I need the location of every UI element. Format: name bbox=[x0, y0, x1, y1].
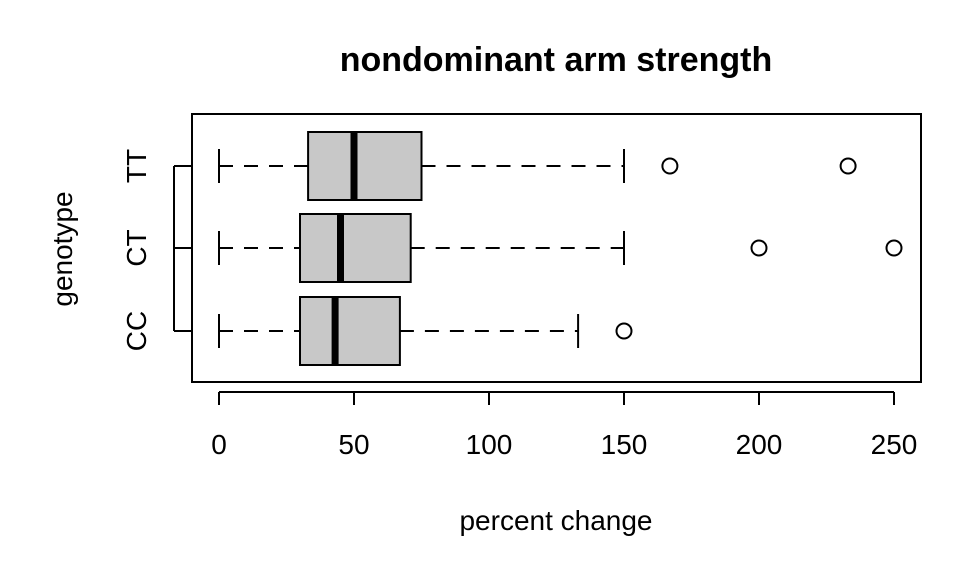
outlier-CC-0 bbox=[615, 322, 633, 340]
y-tick-label-CC: CC bbox=[121, 311, 152, 351]
y-tick-label-TT: TT bbox=[121, 149, 152, 183]
outlier-CT-1 bbox=[885, 239, 903, 257]
iqr-box-TT bbox=[307, 131, 423, 201]
chart-title: nondominant arm strength bbox=[340, 41, 773, 79]
x-tick-label-150: 150 bbox=[601, 429, 648, 460]
outlier-TT-0 bbox=[661, 157, 679, 175]
y-axis-label: genotype bbox=[47, 191, 78, 306]
box-TT bbox=[218, 131, 857, 201]
outlier-CT-0 bbox=[750, 239, 768, 257]
iqr-box-CT bbox=[299, 213, 412, 283]
x-tick-label-200: 200 bbox=[736, 429, 783, 460]
x-axis: 0 50 100 150 200 250 bbox=[211, 391, 918, 460]
y-axis: CC CT TT bbox=[121, 149, 192, 351]
outlier-TT-1 bbox=[839, 157, 857, 175]
y-tick-label-CT: CT bbox=[121, 229, 152, 266]
x-tick-label-250: 250 bbox=[871, 429, 918, 460]
x-tick-label-50: 50 bbox=[338, 429, 369, 460]
box-CC bbox=[218, 296, 633, 366]
x-tick-label-0: 0 bbox=[211, 429, 227, 460]
iqr-box-CC bbox=[299, 296, 401, 366]
x-axis-label: percent change bbox=[459, 505, 652, 536]
box-CT bbox=[218, 213, 903, 283]
boxes-group bbox=[218, 131, 903, 366]
x-tick-label-100: 100 bbox=[466, 429, 513, 460]
